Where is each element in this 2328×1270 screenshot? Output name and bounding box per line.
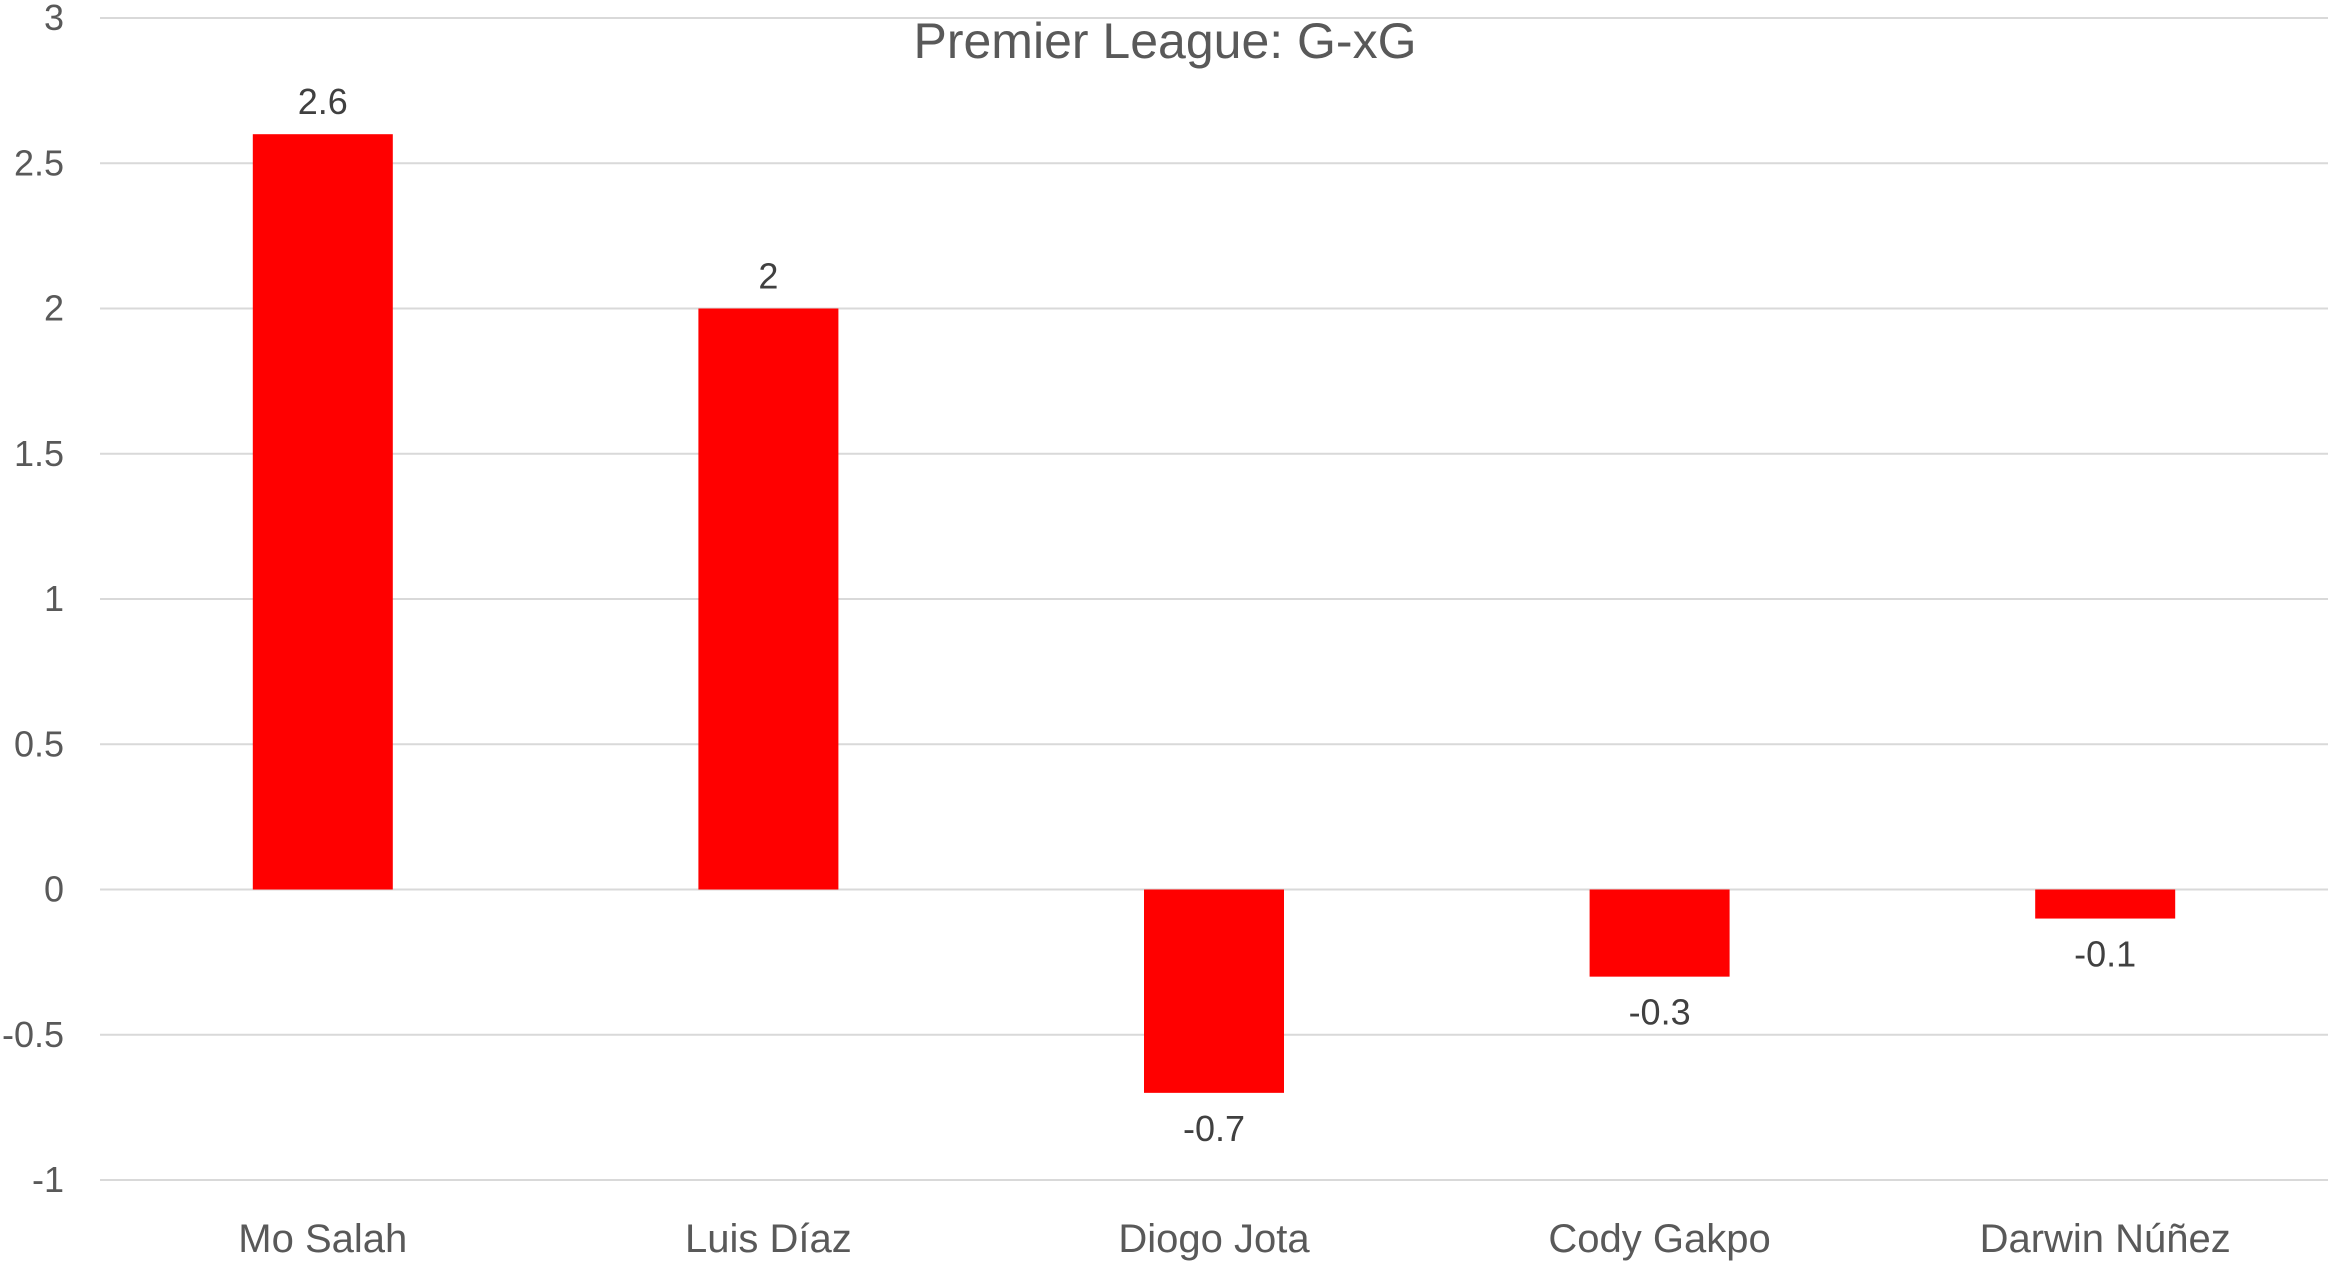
y-tick-label: 3 [44, 0, 64, 38]
y-tick-label: -0.5 [2, 1014, 64, 1055]
x-category-label: Diogo Jota [1118, 1217, 1310, 1261]
x-axis-category-labels: Mo Salah Luis Díaz Diogo Jota Cody Gakpo Dar… [238, 1217, 2231, 1261]
bar [1144, 889, 1284, 1093]
y-tick-label: 0.5 [14, 723, 64, 764]
x-category-label: Mo Salah [238, 1217, 407, 1261]
y-tick-label: -1 [32, 1159, 64, 1200]
y-tick-label: 1 [44, 578, 64, 619]
x-category-label: Darwin Núñez [1980, 1217, 2231, 1261]
x-category-label: Cody Gakpo [1548, 1217, 1770, 1261]
data-label: -0.7 [1183, 1108, 1245, 1149]
x-category-label: Luis Díaz [685, 1217, 852, 1261]
gridlines [100, 17, 2328, 1181]
data-label: 2 [758, 256, 778, 297]
chart-title: Premier League: G-xG [914, 13, 1417, 69]
y-tick-label: 1.5 [14, 433, 64, 474]
y-tick-label: 2.5 [14, 142, 64, 183]
bar [2035, 889, 2176, 919]
y-tick-label: 0 [44, 869, 64, 910]
bar [252, 134, 393, 890]
y-axis-tick-labels: 3 2.5 2 1.5 1 0.5 0 -0.5 -1 [2, 0, 64, 1200]
data-label: 2.6 [298, 81, 348, 122]
y-tick-label: 2 [44, 288, 64, 329]
data-labels: 2.6 2 -0.7 -0.3 -0.1 [298, 81, 2136, 1149]
bar [1589, 889, 1730, 977]
data-label: -0.1 [2074, 934, 2136, 975]
data-label: -0.3 [1629, 992, 1691, 1033]
bars [252, 134, 2176, 1093]
bar [698, 308, 839, 890]
